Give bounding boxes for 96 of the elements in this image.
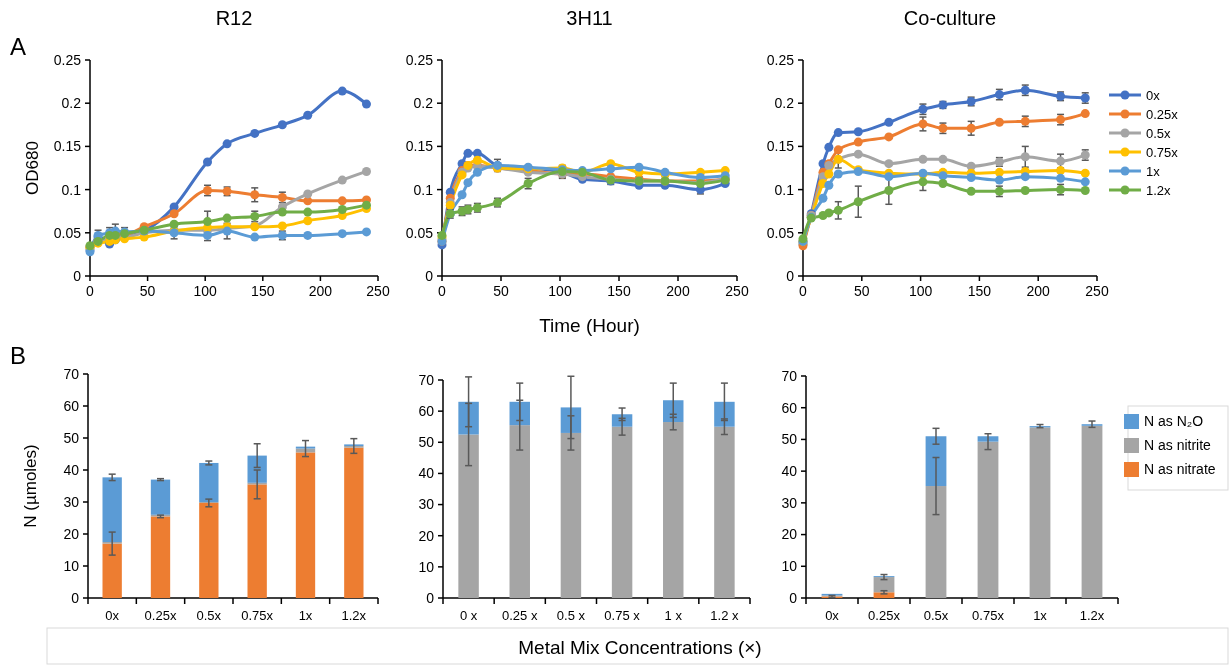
chart-title: Co-culture xyxy=(903,7,997,29)
y-tick-label: 0.2 xyxy=(61,95,82,112)
x-tick-label: 200 xyxy=(666,283,690,299)
y-tick-label: 0.1 xyxy=(61,181,82,198)
y-tick-label: 0 xyxy=(425,267,434,284)
legend-label: 1x xyxy=(1146,163,1161,179)
y-axis-title: OD680 xyxy=(23,141,42,195)
text: A xyxy=(10,33,27,60)
x-axis-title: Time (Hour) xyxy=(539,315,640,336)
x-tick-label: 150 xyxy=(607,283,631,299)
x-tick-label: 0.5x xyxy=(923,608,949,623)
y-tick-label: 0.25 xyxy=(53,51,82,68)
legend-label: 0x xyxy=(1146,87,1161,103)
x-tick-label: 0x xyxy=(105,608,120,623)
x-tick-label: 0.25 x xyxy=(502,608,538,623)
y-tick-label: 0.2 xyxy=(413,95,434,112)
y-tick-label: 30 xyxy=(781,494,798,511)
y-tick-label: 50 xyxy=(781,431,798,448)
x-tick-label: 250 xyxy=(725,283,749,299)
x-tick-label: 0.25x xyxy=(144,608,177,623)
y-tick-label: 70 xyxy=(781,367,798,384)
x-tick-label: 0.5 x xyxy=(556,608,586,623)
chart-title: R12 xyxy=(215,7,253,29)
y-tick-label: 0.15 xyxy=(53,138,82,155)
x-tick-label: 150 xyxy=(967,283,992,299)
x-tick-label: 1x xyxy=(1033,608,1048,623)
legend-label: N as nitrite xyxy=(1144,437,1212,454)
y-tick-label: 20 xyxy=(781,526,798,543)
y-tick-label: 0 xyxy=(789,589,798,606)
y-tick-label: 40 xyxy=(418,465,435,482)
x-axis-title: Metal Mix Concentrations (×) xyxy=(518,637,762,658)
y-tick-label: 0.25 xyxy=(405,51,434,68)
y-tick-label: 60 xyxy=(418,403,435,420)
x-tick-label: 0x xyxy=(825,608,840,623)
y-tick-label: 50 xyxy=(418,434,435,451)
x-tick-label: 100 xyxy=(908,283,933,299)
y-tick-label: 0 xyxy=(426,589,435,606)
y-tick-label: 0 xyxy=(73,267,82,284)
x-tick-label: 1x xyxy=(298,608,313,623)
x-tick-label: 100 xyxy=(193,283,218,299)
y-tick-label: 60 xyxy=(63,397,80,414)
y-tick-label: 60 xyxy=(781,399,798,416)
legend-label: 1.2x xyxy=(1146,182,1172,198)
x-tick-label: 0 xyxy=(86,283,95,299)
y-tick-label: 0.15 xyxy=(405,138,434,155)
x-tick-label: 100 xyxy=(548,283,572,299)
y-tick-label: 0.05 xyxy=(766,224,795,241)
x-tick-label: 250 xyxy=(366,283,390,299)
x-tick-label: 1.2 x xyxy=(710,608,740,623)
y-tick-label: 10 xyxy=(63,557,80,574)
x-tick-label: 0.75 x xyxy=(604,608,641,623)
x-tick-label: 0 xyxy=(799,283,808,299)
y-tick-label: 40 xyxy=(63,461,80,478)
x-tick-label: 50 xyxy=(139,283,156,299)
y-tick-label: 50 xyxy=(63,429,80,446)
x-tick-label: 200 xyxy=(308,283,333,299)
x-tick-label: 150 xyxy=(251,283,275,299)
y-tick-label: 20 xyxy=(63,525,80,542)
x-tick-label: 1.2x xyxy=(341,608,367,623)
y-tick-label: 70 xyxy=(418,371,435,388)
y-tick-label: 30 xyxy=(63,493,80,510)
x-tick-label: 50 xyxy=(854,283,870,299)
legend-label: 0.5x xyxy=(1146,125,1172,141)
y-tick-label: 30 xyxy=(418,496,435,513)
x-tick-label: 0.5x xyxy=(196,608,222,623)
y-tick-label: 0.2 xyxy=(774,95,795,112)
x-tick-label: 250 xyxy=(1085,283,1109,299)
text: B xyxy=(10,342,27,369)
legend-label: N as N₂O xyxy=(1144,413,1204,430)
x-tick-label: 0 x xyxy=(459,608,478,623)
y-tick-label: 0.05 xyxy=(405,224,434,241)
legend-label: 0.75x xyxy=(1146,144,1179,160)
x-tick-label: 0.75x xyxy=(241,608,274,623)
x-tick-label: 0.75x xyxy=(972,608,1005,623)
chart-title: 3H11 xyxy=(566,7,613,29)
y-tick-label: 0.1 xyxy=(774,181,795,198)
x-tick-label: 1.2x xyxy=(1079,608,1105,623)
y-tick-label: 0 xyxy=(786,267,795,284)
legend-label: 0.25x xyxy=(1146,106,1179,122)
x-tick-label: 50 xyxy=(493,283,509,299)
y-tick-label: 10 xyxy=(418,558,435,575)
y-tick-label: 20 xyxy=(418,527,435,544)
x-tick-label: 1 x xyxy=(664,608,683,623)
y-tick-label: 70 xyxy=(63,365,80,382)
y-tick-label: 10 xyxy=(781,558,798,575)
x-tick-label: 0.25x xyxy=(868,608,901,623)
y-tick-label: 0.1 xyxy=(413,181,434,198)
y-tick-label: 0.15 xyxy=(766,138,795,155)
y-tick-label: 40 xyxy=(781,463,798,480)
y-tick-label: 0 xyxy=(71,589,80,606)
y-tick-label: 0.05 xyxy=(53,224,82,241)
x-tick-label: 0 xyxy=(438,283,447,299)
x-tick-label: 200 xyxy=(1026,283,1051,299)
y-axis-title: N (µmoles) xyxy=(21,444,40,528)
y-tick-label: 0.25 xyxy=(766,51,795,68)
legend-label: N as nitrate xyxy=(1144,461,1216,478)
